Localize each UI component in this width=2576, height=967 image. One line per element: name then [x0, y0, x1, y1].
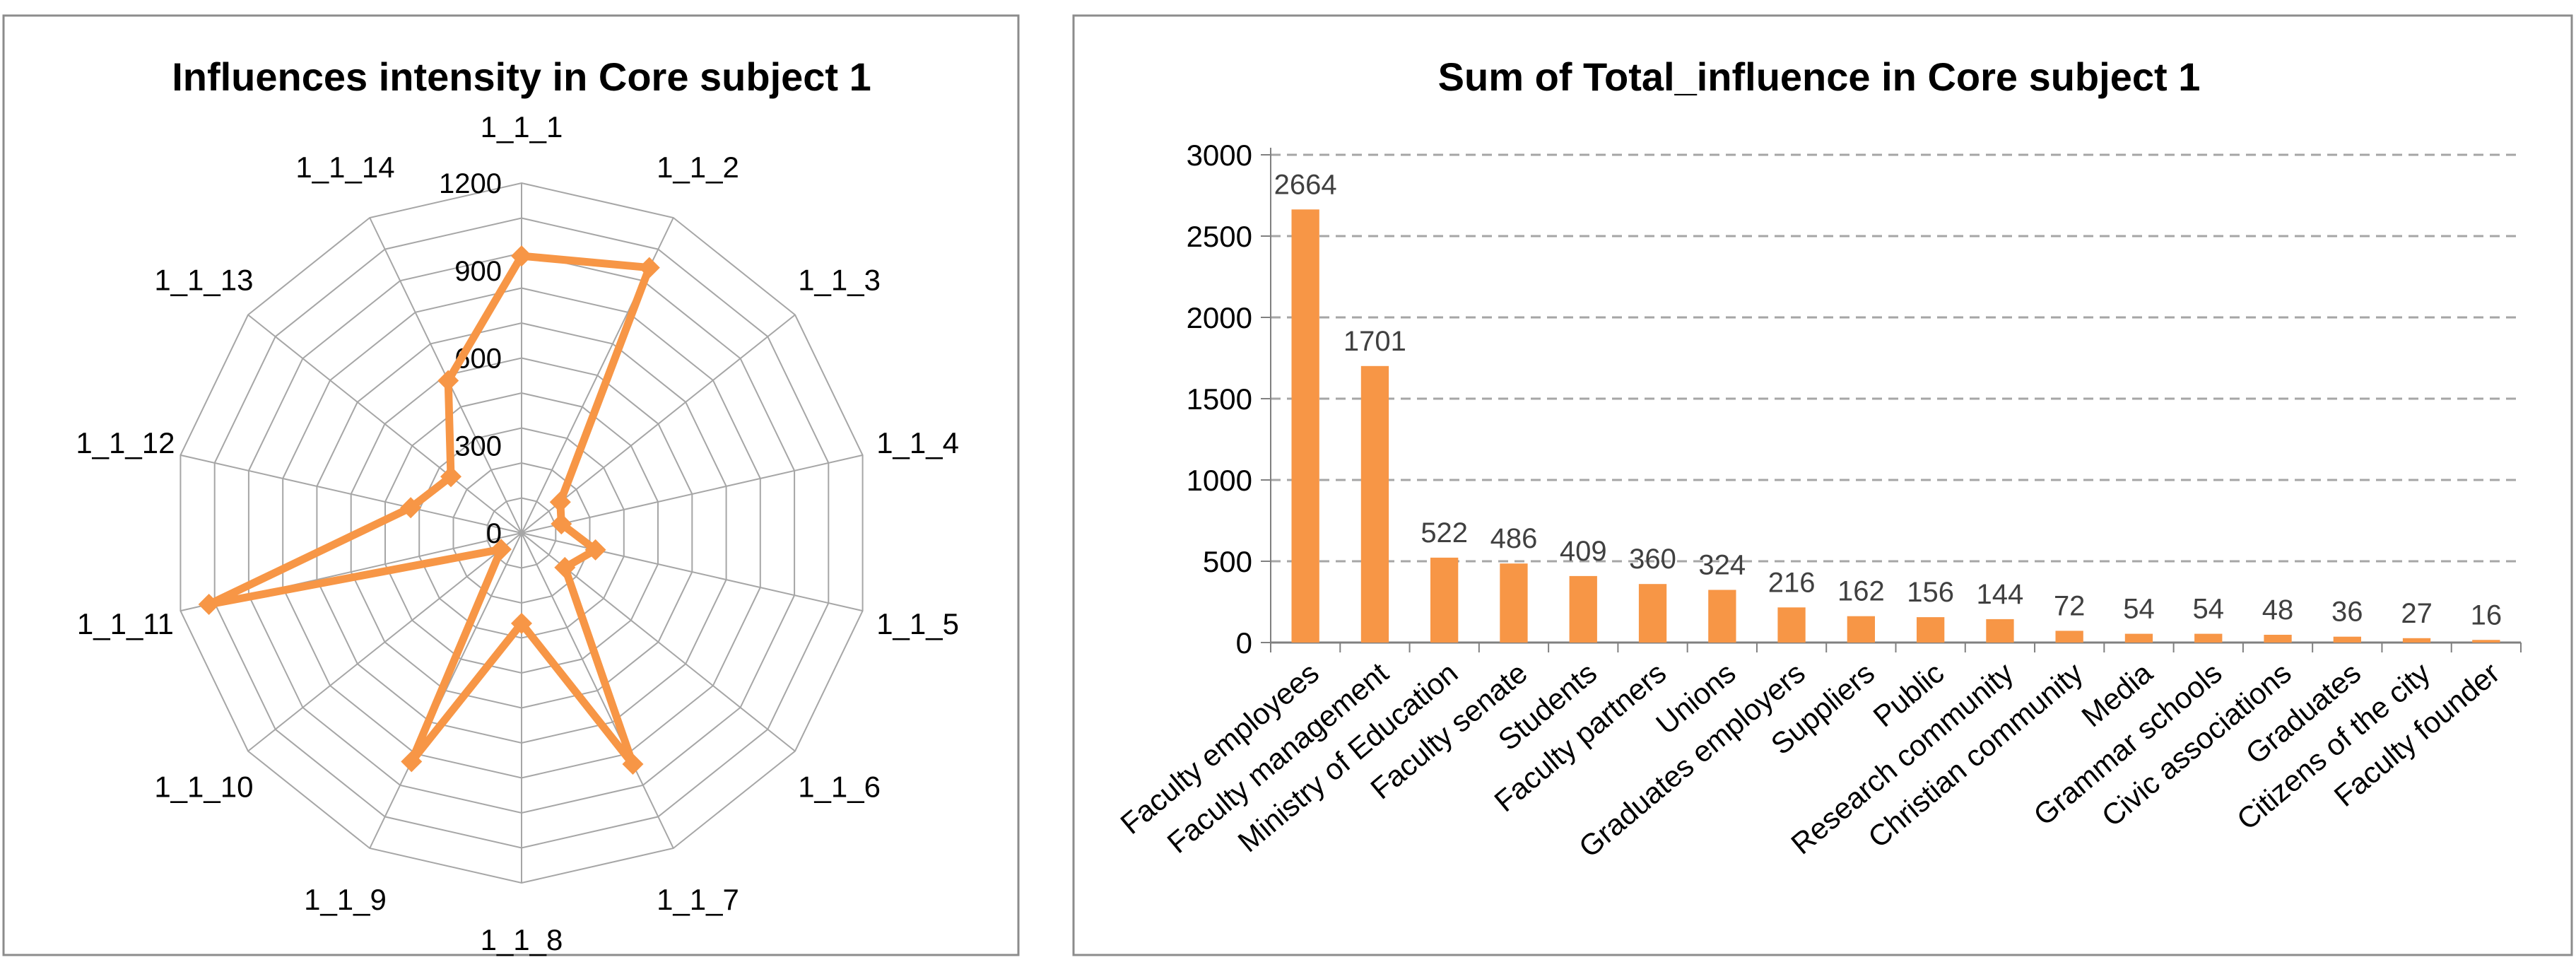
radar-spoke: [247, 532, 522, 752]
bar-data-label: 522: [1421, 517, 1468, 549]
bar-data-label: 72: [2054, 590, 2086, 621]
radar-chart-title: Influences intensity in Core subject 1: [172, 54, 871, 99]
bar-y-tick-label: 2500: [1187, 220, 1252, 253]
radar-spoke: [521, 532, 674, 849]
bar: [1360, 365, 1389, 643]
bar-chart-border: [1072, 14, 2573, 956]
radar-point-marker: [638, 257, 660, 279]
bar-data-label: 156: [1907, 577, 1954, 608]
bar: [1291, 209, 1319, 643]
radar-chart-panel: Influences intensity in Core subject 1 0…: [2, 14, 1020, 956]
radar-point-marker: [554, 556, 576, 578]
bar: [1777, 607, 1806, 643]
radar-spoke: [521, 454, 863, 534]
bar: [1986, 619, 2014, 643]
radar-series: [198, 245, 660, 775]
bar-chart-title: Sum of Total_influence in Core subject 1: [1438, 54, 2201, 99]
radar-grid: [180, 182, 864, 884]
bar: [2472, 640, 2500, 643]
bar-y-tick-label: 3000: [1187, 139, 1252, 172]
bar-y-tick-label: 1000: [1187, 464, 1252, 497]
bar-data-label: 36: [2331, 597, 2363, 628]
bar: [1500, 563, 1528, 643]
bar: [2333, 636, 2361, 643]
radar-point-marker: [440, 466, 462, 488]
radar-point-marker: [400, 497, 422, 519]
bar-data-label: 16: [2471, 599, 2503, 631]
bar-data-label: 27: [2401, 598, 2433, 629]
radar-category-label: 1_1_11: [77, 607, 174, 640]
bar: [1847, 616, 1875, 643]
radar-category-label: 1_1_4: [876, 426, 959, 459]
bar-data-label: 54: [2123, 594, 2155, 625]
radar-point-marker: [511, 612, 532, 634]
radar-category-label: 1_1_8: [481, 923, 563, 956]
radar-category-label: 1_1_1: [481, 110, 563, 143]
radar-chart-border: [2, 14, 1020, 956]
bar-data-label: 324: [1698, 550, 1746, 581]
bar-y-tick-label: 2000: [1187, 301, 1252, 334]
radar-category-label: 1_1_6: [798, 770, 881, 804]
radar-category-label: 1_1_5: [876, 607, 959, 640]
radar-spoke: [247, 314, 522, 534]
bar-y-tick-labels: 0 500 1000 1500 2000 2500 3000: [1187, 139, 1252, 660]
radar-category-label: 1_1_3: [798, 264, 881, 297]
bar-data-label: 54: [2193, 594, 2225, 625]
bar-data-label: 486: [1490, 523, 1538, 554]
radar-point-marker: [437, 370, 459, 392]
bar-y-tick-label: 500: [1203, 545, 1252, 578]
radar-tick-label: 0: [486, 518, 502, 549]
radar-point-marker: [490, 539, 512, 561]
radar-point-marker: [551, 513, 572, 535]
bar-chart-panel: Sum of Total_influence in Core subject 1…: [1072, 14, 2573, 956]
radar-point-marker: [198, 593, 220, 615]
radar-point-marker: [584, 539, 606, 561]
bar: [1708, 590, 1736, 643]
bar-y-tick-label: 0: [1236, 626, 1252, 660]
radar-point-marker: [549, 491, 571, 513]
bar: [2194, 633, 2223, 643]
radar-category-label: 1_1_13: [154, 264, 253, 297]
radar-category-label: 1_1_9: [304, 883, 387, 916]
radar-spoke: [521, 532, 863, 612]
radar-tick-label: 900: [454, 256, 502, 287]
bar: [1430, 557, 1459, 643]
bar-data-label: 1701: [1343, 326, 1406, 357]
bar: [2402, 638, 2431, 643]
bar-data-label: 144: [1977, 579, 2024, 610]
radar-category-labels: 1_1_1 1_1_2 1_1_3 1_1_4 1_1_5 1_1_6 1_1_7 1_1_8…: [76, 110, 959, 956]
bar-data-label: 360: [1629, 544, 1676, 575]
radar-category-label: 1_1_12: [76, 426, 175, 459]
bar-data-label: 216: [1768, 567, 1816, 598]
bar-gridlines: [1261, 148, 2522, 652]
radar-spoke: [180, 454, 522, 534]
radar-category-label: 1_1_10: [154, 770, 253, 804]
bar-data-label: 2664: [1274, 169, 1337, 200]
radar-point-marker: [511, 245, 532, 267]
bar-data-label: 48: [2262, 594, 2294, 626]
bar: [1638, 584, 1667, 643]
bar: [2124, 633, 2153, 643]
bar: [1917, 617, 1945, 643]
bar-data-labels: 2664 1701 522 486 409 360 324 216 162 156 144 72 54 5…: [1274, 169, 2503, 631]
radar-category-label: 1_1_7: [657, 883, 739, 916]
bar: [2055, 631, 2083, 643]
radar-point-marker: [401, 751, 423, 773]
radar-tick-label: 300: [454, 430, 502, 462]
bar-series: [1291, 209, 2500, 643]
radar-spoke: [521, 314, 796, 534]
bar-data-label: 409: [1560, 536, 1607, 567]
radar-point-marker: [622, 754, 644, 775]
bar-data-label: 162: [1837, 576, 1885, 607]
radar-category-label: 1_1_14: [295, 151, 394, 184]
radar-tick-label: 1200: [439, 168, 502, 199]
bar-y-tick-label: 1500: [1187, 382, 1252, 416]
radar-category-label: 1_1_2: [657, 151, 739, 184]
bar: [1569, 575, 1597, 643]
bar: [2264, 635, 2292, 643]
